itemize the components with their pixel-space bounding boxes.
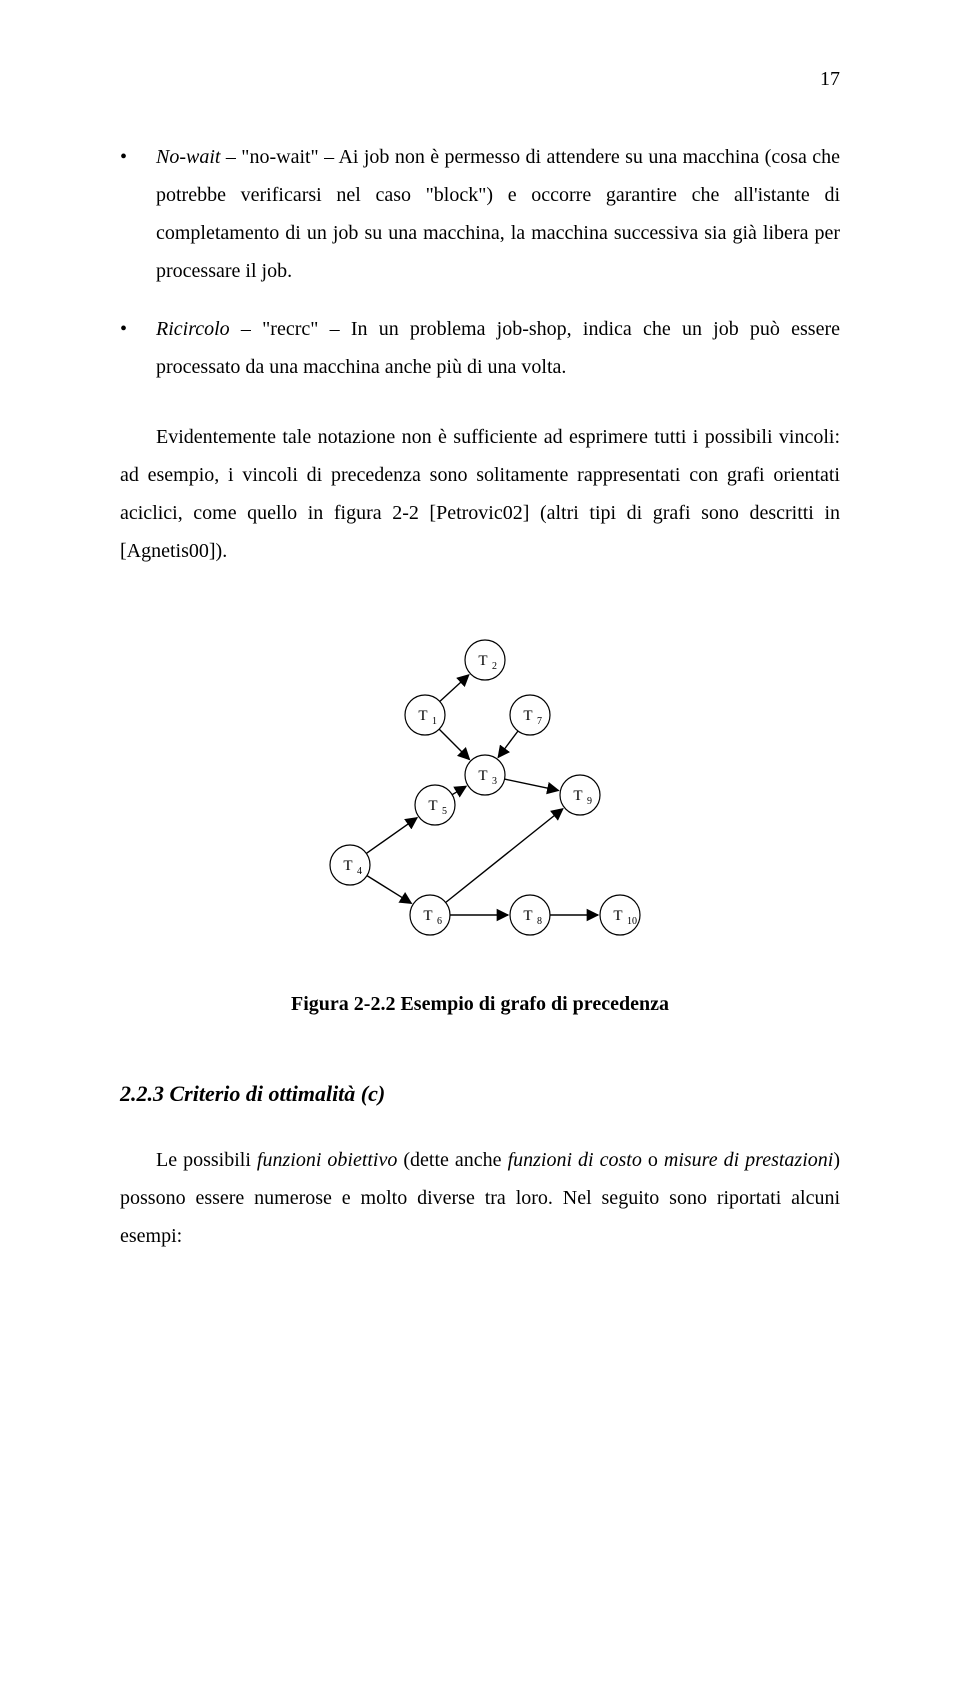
svg-text:1: 1	[432, 716, 437, 727]
p2-pre: Le possibili	[156, 1149, 257, 1171]
svg-text:10: 10	[627, 916, 637, 927]
svg-text:T: T	[478, 653, 487, 669]
svg-text:5: 5	[442, 806, 447, 817]
svg-text:3: 3	[492, 776, 497, 787]
p2-it1: funzioni obiettivo	[257, 1149, 397, 1171]
svg-text:T: T	[523, 908, 532, 924]
bullet-list: No-wait – "no-wait" – Ai job non è perme…	[120, 138, 840, 386]
dash: –	[226, 146, 241, 168]
page-number: 17	[120, 60, 840, 98]
svg-text:T: T	[423, 908, 432, 924]
paragraph-criterio: Le possibili funzioni obiettivo (dette a…	[120, 1141, 840, 1255]
svg-text:T: T	[573, 788, 582, 804]
paragraph-notazione: Evidentemente tale notazione non è suffi…	[120, 418, 840, 570]
tag: "no-wait"	[241, 146, 318, 168]
svg-text:T: T	[478, 768, 487, 784]
precedence-graph-svg: T1T2T3T4T5T6T7T8T9T10	[310, 630, 650, 940]
svg-text:T: T	[523, 708, 532, 724]
svg-text:6: 6	[437, 916, 442, 927]
figure-graph: T1T2T3T4T5T6T7T8T9T10	[120, 630, 840, 951]
svg-text:9: 9	[587, 796, 592, 807]
svg-text:T: T	[343, 858, 352, 874]
dash: –	[241, 318, 262, 340]
p2-mid1: (dette anche	[397, 1149, 507, 1171]
bullet-item-ricircolo: Ricircolo – "recrc" – In un problema job…	[156, 310, 840, 386]
tag: "recrc"	[262, 318, 318, 340]
svg-text:4: 4	[357, 866, 362, 877]
figure-caption: Figura 2-2.2 Esempio di grafo di precede…	[120, 985, 840, 1023]
p2-it2: funzioni di costo	[508, 1149, 642, 1171]
svg-text:T: T	[613, 908, 622, 924]
section-heading: 2.2.3 Criterio di ottimalità (c)	[120, 1073, 840, 1115]
svg-text:T: T	[428, 798, 437, 814]
svg-text:T: T	[418, 708, 427, 724]
svg-text:8: 8	[537, 916, 542, 927]
term: Ricircolo	[156, 318, 230, 340]
svg-text:7: 7	[537, 716, 542, 727]
p2-mid2: o	[642, 1149, 664, 1171]
bullet-item-nowait: No-wait – "no-wait" – Ai job non è perme…	[156, 138, 840, 290]
term: No-wait	[156, 146, 220, 168]
p2-it3: misure di prestazioni	[664, 1149, 833, 1171]
svg-text:2: 2	[492, 661, 497, 672]
